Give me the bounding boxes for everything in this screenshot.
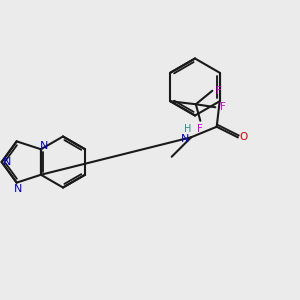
Text: N: N	[3, 157, 11, 167]
Text: H: H	[184, 124, 191, 134]
Text: N: N	[14, 184, 22, 194]
Text: F: F	[216, 86, 222, 96]
Text: N: N	[180, 134, 189, 144]
Text: O: O	[240, 132, 248, 142]
Text: F: F	[220, 102, 226, 112]
Text: N: N	[40, 141, 48, 151]
Text: F: F	[197, 124, 203, 134]
